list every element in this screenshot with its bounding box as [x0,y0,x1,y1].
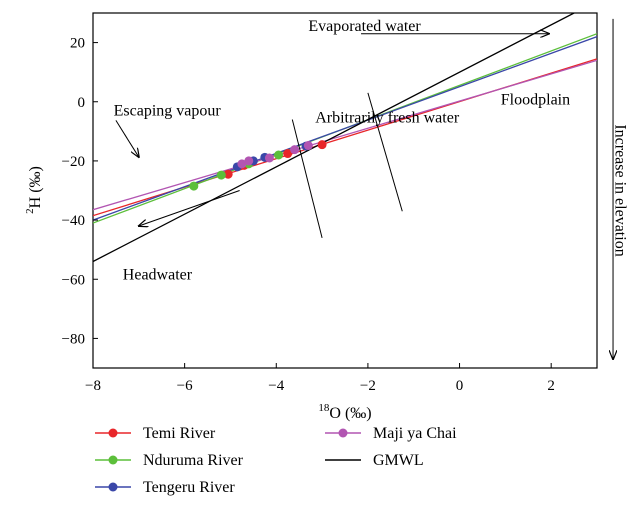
legend-swatch-marker [108,482,118,492]
legend-label: GMWL [373,452,424,469]
maji-ya-chai-point [237,159,247,169]
y-tick-label: 0 [78,95,86,111]
maji-ya-chai-point [290,145,300,155]
legend-item-nduruma-river: Nduruma River [95,452,244,469]
x-tick-label: 0 [456,378,464,394]
y-tick-label: −40 [62,213,85,229]
annotation-arrow [115,120,139,157]
y-tick-label: 20 [70,36,85,52]
gmwl-line [93,13,575,263]
temi-river-point [223,169,233,179]
arrows [115,18,613,359]
maji-ya-chai-line [93,59,597,211]
nduruma-river-point [216,170,226,180]
nduruma-river-point [189,181,199,191]
legend-label: Maji ya Chai [373,425,457,442]
legend: Temi River Nduruma River Tengeru River Maji… [95,425,457,496]
legend-item-temi-river: Temi River [95,425,216,442]
nduruma-river-point [274,150,284,160]
x-tick-label: −4 [268,378,284,394]
x-tick-label: 2 [547,378,555,394]
annotation-label: Floodplain [501,92,570,109]
annotation-arrow [139,190,240,227]
annotation-label: Headwater [123,266,193,283]
y-axis-label: 2H (‰) [24,166,44,214]
annotation-label: Evaporated water [308,18,421,35]
legend-label: Nduruma River [143,452,244,469]
legend-label: Tengeru River [143,479,235,496]
x-tick-label: −6 [177,378,193,394]
cross-line [367,92,403,212]
annotations: Evaporated water Floodplain Escaping vapou… [114,18,629,284]
x-tick-label: −8 [85,378,101,394]
cross-line [291,119,323,238]
x-tick-label: −2 [360,378,376,394]
legend-item-maji-ya-chai: Maji ya Chai [325,425,457,442]
legend-swatch-marker [108,455,118,465]
y-tick-label: −20 [62,154,85,170]
y-tick-label: −80 [62,331,85,347]
legend-swatch-marker [108,428,118,438]
cross-lines [291,92,403,238]
legend-swatch-marker [338,428,348,438]
temi-river-point [283,149,293,159]
regression-lines [93,13,597,263]
annotation-label: Increase in elevation [611,124,628,256]
legend-label: Temi River [143,425,216,442]
x-axis-label: 18O (‰) [318,402,371,422]
annotation-label: Escaping vapour [114,102,222,119]
annotation-label: Arbitrarily fresh water [315,109,460,126]
tengeru-river-line [93,36,597,221]
maji-ya-chai-point [303,141,313,151]
legend-item-gmwl: GMWL [325,452,424,469]
maji-ya-chai-point [244,156,254,166]
plot-frame [92,12,598,369]
data-points [189,140,327,191]
x-axis-ticks: −8 −6 −4 −2 0 2 [85,363,555,394]
temi-river-point [317,140,327,150]
y-axis-ticks: 20 0 −20 −40 −60 −80 [62,36,98,347]
y-tick-label: −60 [62,272,85,288]
maji-ya-chai-point [264,153,274,163]
legend-item-tengeru-river: Tengeru River [95,479,235,496]
